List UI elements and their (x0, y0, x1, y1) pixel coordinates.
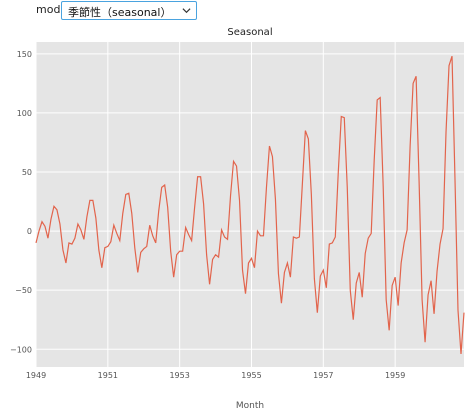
grid-lines (35, 42, 464, 367)
x-tick-label: 1957 (313, 371, 333, 380)
y-tick-label: 50 (22, 168, 32, 177)
y-tick-label: −100 (10, 345, 32, 354)
x-tick-label: 1955 (241, 371, 261, 380)
x-tick-label: 1953 (169, 371, 189, 380)
x-axis-label: Month (236, 401, 264, 411)
mode-label: mode (36, 3, 68, 16)
y-tick-label: 100 (17, 109, 32, 118)
y-tick-label: 150 (17, 50, 32, 59)
x-tick-label: 1949 (26, 371, 46, 380)
x-tick-label: 1959 (385, 371, 405, 380)
x-tick-label: 1951 (98, 371, 118, 380)
mode-selected-value: 季節性（seasonal） (68, 6, 172, 19)
chart-title: Seasonal (227, 27, 272, 38)
seasonal-line (35, 55, 465, 355)
seasonal-chart: Seasonal 150 100 50 0 −50 −100 1949 1951 1953 195… (10, 27, 465, 411)
y-tick-label: 0 (27, 227, 32, 236)
mode-row: mode 季節性（seasonal） (0, 0, 474, 22)
chevron-down-icon (182, 8, 191, 14)
y-tick-label: −50 (15, 286, 32, 295)
axis-ticks: 150 100 50 0 −50 −100 1949 1951 1953 1955 1957 1959 (10, 50, 405, 380)
mode-select[interactable]: 季節性（seasonal） (61, 1, 197, 20)
plot-area (36, 42, 464, 367)
